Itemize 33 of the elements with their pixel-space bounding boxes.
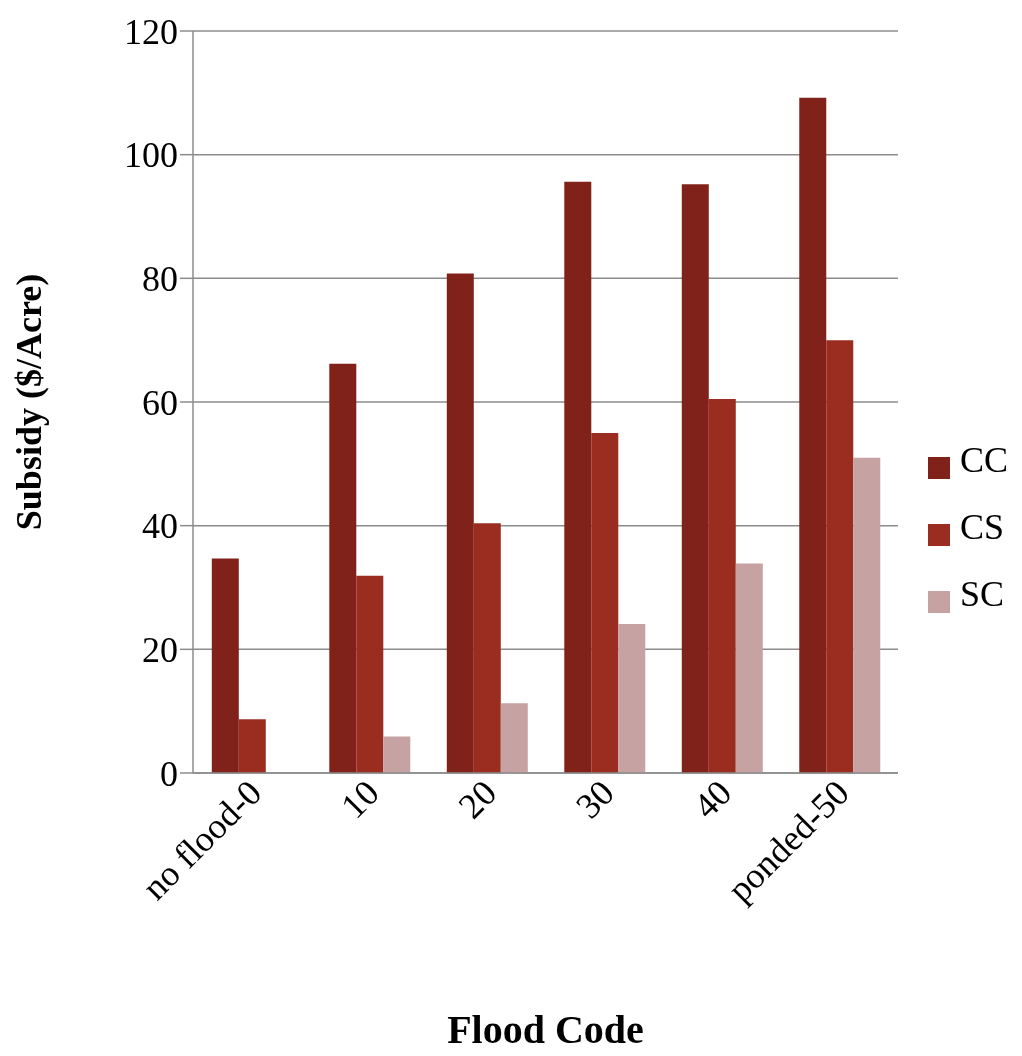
- y-tick-label: 100: [124, 135, 178, 176]
- bar: [735, 563, 763, 773]
- bar: [238, 719, 266, 773]
- x-tick-label: 10: [333, 772, 387, 827]
- bar: [564, 181, 592, 773]
- y-tick-label: 120: [124, 11, 178, 52]
- legend-label: CS: [959, 507, 1005, 547]
- bar: [356, 575, 384, 773]
- bar: [618, 623, 646, 773]
- y-tick-label: 60: [142, 382, 178, 423]
- x-tick-label: 20: [450, 772, 505, 827]
- y-tick-label: 80: [142, 259, 178, 300]
- bar: [708, 398, 736, 773]
- bar: [826, 340, 854, 773]
- legend-label: SC: [959, 574, 1005, 614]
- legend-label: CC: [959, 440, 1008, 480]
- bar: [591, 432, 619, 773]
- x-axis-title: Flood Code: [447, 1007, 644, 1052]
- bar: [211, 558, 239, 773]
- y-tick-label: 0: [160, 753, 178, 794]
- bar: [681, 184, 709, 773]
- y-axis-title: Subsidy ($/Acre): [8, 273, 49, 531]
- bar: [500, 703, 528, 773]
- y-tick-label: 20: [142, 630, 178, 671]
- y-tick-label: 40: [142, 506, 178, 547]
- bar: [853, 457, 881, 773]
- bar: [473, 523, 501, 773]
- bar: [329, 363, 357, 773]
- bar: [799, 97, 827, 773]
- x-tick-label: 30: [568, 772, 622, 827]
- bar: [446, 273, 474, 773]
- x-tick-label: 40: [685, 772, 740, 827]
- bar: [383, 736, 411, 773]
